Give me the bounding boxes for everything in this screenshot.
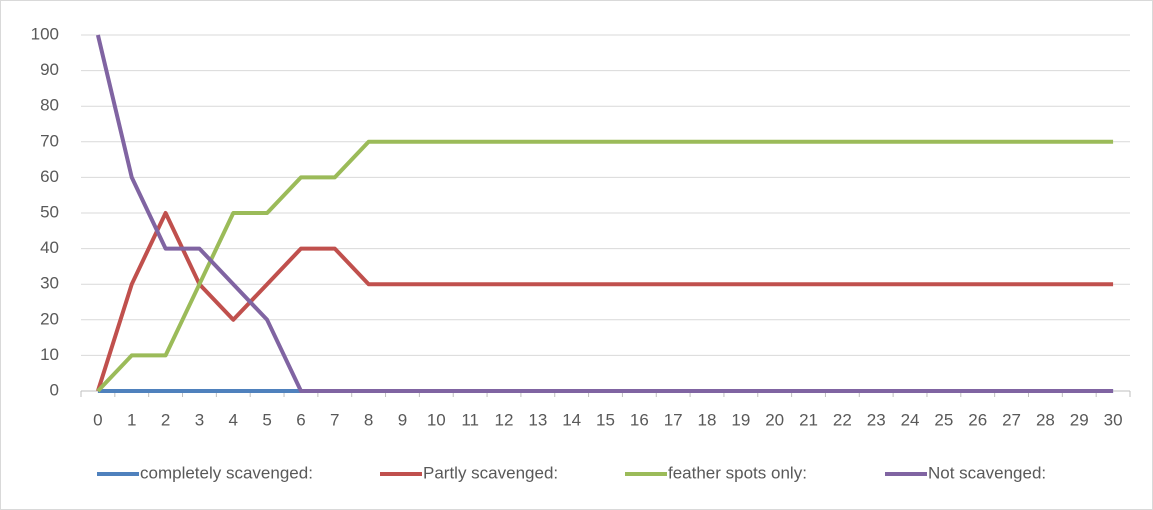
- x-tick-label: 26: [968, 410, 987, 429]
- x-tick-label: 17: [664, 410, 683, 429]
- x-tick-label: 3: [195, 410, 204, 429]
- x-tick-label: 18: [698, 410, 717, 429]
- y-tick-label: 90: [40, 60, 59, 79]
- x-tick-label: 23: [867, 410, 886, 429]
- x-tick-label: 5: [262, 410, 271, 429]
- x-tick-label: 24: [901, 410, 920, 429]
- y-tick-label: 50: [40, 202, 59, 221]
- x-tick-label: 13: [528, 410, 547, 429]
- x-tick-label: 25: [934, 410, 953, 429]
- legend-label: Not scavenged:: [928, 463, 1046, 482]
- x-tick-label: 15: [596, 410, 615, 429]
- legend-label: Partly scavenged:: [423, 463, 558, 482]
- y-tick-label: 80: [40, 96, 59, 115]
- x-tick-label: 1: [127, 410, 136, 429]
- x-tick-label: 12: [495, 410, 514, 429]
- x-tick-label: 4: [229, 410, 238, 429]
- series-line: [95, 34, 1114, 393]
- x-tick-label: 14: [562, 410, 581, 429]
- legend-label: completely scavenged:: [140, 463, 313, 482]
- legend-label: feather spots only:: [668, 463, 807, 482]
- x-tick-label: 10: [427, 410, 446, 429]
- y-tick-label: 30: [40, 274, 59, 293]
- x-tick-label: 28: [1036, 410, 1055, 429]
- y-tick-label: 0: [50, 380, 59, 399]
- y-tick-label: 10: [40, 345, 59, 364]
- x-tick-label: 20: [765, 410, 784, 429]
- x-tick-label: 16: [630, 410, 649, 429]
- series-line: [96, 139, 1114, 393]
- x-tick-label: 8: [364, 410, 373, 429]
- x-tick-label: 7: [330, 410, 339, 429]
- y-tick-label: 70: [40, 131, 59, 150]
- y-tick-label: 60: [40, 167, 59, 186]
- x-tick-label: 2: [161, 410, 170, 429]
- x-tick-label: 6: [296, 410, 305, 429]
- x-tick-label: 22: [833, 410, 852, 429]
- x-tick-label: 29: [1070, 410, 1089, 429]
- x-tick-label: 21: [799, 410, 818, 429]
- y-tick-label: 40: [40, 238, 59, 257]
- x-tick-label: 19: [731, 410, 750, 429]
- x-tick-label: 0: [93, 410, 102, 429]
- x-tick-label: 9: [398, 410, 407, 429]
- x-tick-label: 11: [461, 410, 479, 429]
- x-tick-label: 30: [1104, 410, 1123, 429]
- x-tick-label: 27: [1002, 410, 1021, 429]
- y-tick-label: 100: [31, 24, 59, 43]
- series-line: [96, 211, 1114, 392]
- y-tick-label: 20: [40, 309, 59, 328]
